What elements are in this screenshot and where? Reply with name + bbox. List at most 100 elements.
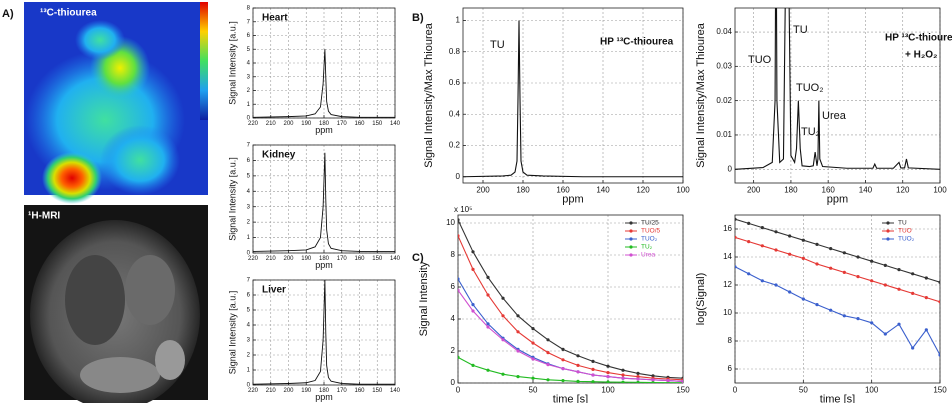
legend-marker — [629, 253, 633, 257]
y-axis-label: Signal Intensity [a.u.] — [227, 21, 237, 105]
data-point — [471, 250, 475, 254]
annotation: TU₂ — [801, 126, 820, 138]
y-tick-label: 4 — [247, 61, 251, 67]
y-tick-label: 0.2 — [449, 141, 461, 150]
legend-label: Urea — [641, 252, 655, 259]
x-tick-label: 210 — [266, 121, 277, 127]
y-tick-label: 2 — [247, 88, 251, 94]
data-point — [621, 368, 625, 372]
data-point — [606, 375, 610, 379]
chart: 0 1 2 3 4 5 6 7 220 210 200 190 180 170 160 150 140 ppm Si… — [227, 278, 400, 402]
y-tick-label: 0 — [247, 251, 251, 257]
data-point — [829, 247, 833, 251]
series-line — [458, 289, 683, 382]
x-tick-label: 180 — [319, 256, 330, 262]
data-point — [911, 272, 915, 276]
data-point — [591, 359, 595, 363]
y-tick-label: 0 — [451, 378, 456, 387]
x-tick-label: 50 — [529, 385, 538, 394]
annotation: TU — [793, 24, 808, 36]
legend-marker — [629, 229, 633, 233]
data-point — [681, 379, 683, 383]
series-line — [735, 236, 940, 303]
legend-label: TU/25 — [641, 220, 659, 227]
series-line — [253, 152, 395, 252]
heatmap-image: ¹³C-thiourea — [24, 2, 208, 204]
x-tick-label: 0 — [733, 385, 738, 394]
x-axis-label: ppm — [827, 194, 848, 206]
data-point — [546, 338, 550, 342]
data-point — [458, 277, 460, 281]
data-point — [938, 300, 940, 304]
data-point — [856, 317, 860, 321]
x-tick-label: 200 — [283, 388, 294, 394]
x-tick-label: 200 — [747, 185, 761, 194]
data-point — [531, 357, 535, 361]
data-point — [561, 379, 565, 383]
data-point — [501, 338, 505, 342]
data-point — [760, 244, 764, 248]
y-tick-label: 0 — [728, 164, 733, 173]
y-tick-label: 0.4 — [449, 109, 461, 118]
data-point — [576, 354, 580, 358]
data-point — [501, 372, 505, 376]
data-point — [561, 347, 565, 351]
panel-label: B) — [412, 12, 424, 24]
y-axis-label: Signal Intensity [a.u.] — [227, 157, 237, 241]
data-point — [924, 328, 928, 332]
series-line — [735, 218, 940, 283]
data-point — [897, 268, 901, 272]
data-point — [856, 255, 860, 259]
chart-title: Heart — [262, 13, 288, 24]
y-tick-label: 5 — [247, 47, 251, 53]
y-tick-label: 4 — [247, 189, 251, 195]
x-tick-label: 190 — [301, 121, 312, 127]
data-point — [651, 380, 655, 383]
data-point — [788, 252, 792, 256]
x-tick-label: 170 — [337, 121, 348, 127]
image-label: ¹³C-thiourea — [40, 8, 97, 19]
legend-label: TUO₂ — [641, 236, 658, 243]
data-point — [747, 221, 751, 225]
y-tick-label: 1 — [247, 368, 251, 374]
y-tick-label: 0.8 — [449, 47, 461, 56]
image-label: ¹H-MRI — [28, 211, 60, 222]
data-point — [938, 280, 940, 284]
legend-marker — [886, 229, 890, 233]
data-point — [829, 266, 833, 270]
annotation: TU — [490, 39, 505, 51]
data-point — [546, 363, 550, 367]
y-tick-label: 10 — [446, 218, 455, 227]
data-point — [774, 248, 778, 252]
data-point — [531, 341, 535, 345]
x-tick-label: 150 — [933, 385, 947, 394]
y-tick-label: 1 — [247, 102, 251, 108]
data-point — [576, 363, 580, 367]
data-point — [801, 256, 805, 260]
legend-marker — [886, 237, 890, 241]
legend-marker — [886, 221, 890, 225]
data-point — [774, 283, 778, 287]
y-tick-label: 3 — [247, 74, 251, 80]
y-tick-label: 3 — [247, 204, 251, 210]
data-point — [815, 303, 819, 307]
x-tick-label: 140 — [390, 388, 401, 394]
y-axis-label: Signal Intensity/Max Thiourea — [695, 22, 707, 168]
data-point — [576, 379, 580, 383]
legend-marker — [629, 245, 633, 249]
series-line — [735, 266, 940, 356]
plot-frame — [457, 214, 684, 384]
y-tick-label: 12 — [723, 280, 732, 289]
data-point — [747, 272, 751, 276]
y-tick-label: 8 — [451, 250, 456, 259]
y-axis-label: Signal Intensity — [418, 261, 430, 336]
data-point — [576, 370, 580, 374]
y-axis-label: Signal Intensity [a.u.] — [227, 291, 237, 375]
y-tick-label: 0 — [247, 116, 251, 122]
series-line — [253, 49, 395, 118]
y-tick-label: 6 — [247, 293, 251, 299]
plot-frame — [462, 7, 684, 184]
y-tick-label: 10 — [723, 308, 732, 317]
x-tick-label: 200 — [476, 185, 490, 194]
